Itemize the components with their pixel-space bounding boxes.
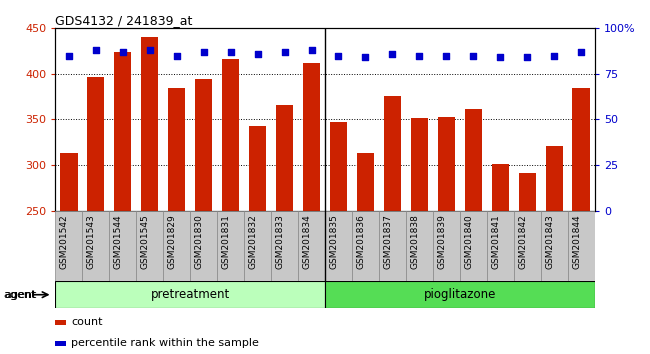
Point (414, 53, 424, 58)
Point (495, 55, 506, 60)
Bar (491, 164, 509, 211)
Point (306, 47, 317, 53)
Point (226, 49, 236, 55)
Point (252, 51, 263, 57)
Text: GSM201839: GSM201839 (437, 214, 447, 269)
Bar (437, 117, 455, 211)
Text: GSM201836: GSM201836 (356, 214, 365, 269)
Bar (55, 281, 325, 308)
Bar (460, 211, 487, 281)
Point (333, 53, 344, 58)
Bar (519, 173, 536, 211)
Bar (541, 211, 568, 281)
Text: GSM201834: GSM201834 (302, 214, 311, 269)
Text: pretreatment: pretreatment (151, 288, 229, 301)
Bar (379, 211, 406, 281)
Text: GSM201843: GSM201843 (545, 214, 554, 269)
Text: percentile rank within the sample: percentile rank within the sample (72, 338, 259, 348)
Bar (55, 341, 66, 346)
Bar (141, 38, 159, 211)
Point (118, 49, 128, 55)
Bar (568, 211, 595, 281)
Text: GSM201838: GSM201838 (410, 214, 419, 269)
Text: GSM201829: GSM201829 (168, 214, 177, 269)
Text: GDS4132 / 241839_at: GDS4132 / 241839_at (55, 14, 192, 27)
Bar (352, 211, 379, 281)
Bar (487, 211, 514, 281)
Bar (87, 76, 105, 211)
Bar (411, 118, 428, 211)
Bar (168, 87, 185, 211)
Text: GSM201842: GSM201842 (518, 214, 527, 269)
Bar (325, 211, 352, 281)
Bar (190, 211, 217, 281)
Text: GSM201844: GSM201844 (572, 214, 581, 269)
Bar (195, 79, 213, 211)
Bar (303, 63, 320, 211)
Text: GSM201831: GSM201831 (222, 214, 231, 269)
Text: GSM201543: GSM201543 (86, 214, 96, 269)
Bar (357, 153, 374, 211)
Point (522, 55, 532, 60)
Bar (433, 211, 460, 281)
Point (198, 49, 209, 55)
Bar (545, 146, 563, 211)
Point (549, 53, 560, 58)
Bar (271, 211, 298, 281)
Text: GSM201542: GSM201542 (60, 214, 69, 269)
Bar (114, 52, 131, 211)
Point (387, 51, 398, 57)
Text: GSM201841: GSM201841 (491, 214, 500, 269)
Bar (249, 126, 266, 211)
Bar (330, 122, 347, 211)
Point (144, 47, 155, 53)
Bar (217, 211, 244, 281)
Text: GSM201832: GSM201832 (248, 214, 257, 269)
Bar (573, 87, 590, 211)
Point (441, 53, 452, 58)
Bar (55, 211, 83, 281)
Text: GSM201544: GSM201544 (114, 214, 123, 269)
Bar (465, 109, 482, 211)
Point (468, 53, 478, 58)
Text: count: count (72, 316, 103, 327)
Text: GSM201545: GSM201545 (140, 214, 150, 269)
Bar (384, 96, 401, 211)
Point (280, 49, 290, 55)
Bar (325, 281, 595, 308)
Bar (222, 59, 239, 211)
Bar (55, 320, 66, 325)
Bar (276, 105, 293, 211)
Text: GSM201837: GSM201837 (384, 214, 393, 269)
Bar (109, 211, 136, 281)
Point (576, 49, 586, 55)
Text: GSM201835: GSM201835 (330, 214, 339, 269)
Point (360, 55, 370, 60)
Point (172, 53, 182, 58)
Text: agent: agent (5, 290, 37, 300)
Point (64, 53, 74, 58)
Text: GSM201840: GSM201840 (464, 214, 473, 269)
Point (90, 47, 101, 53)
Text: GSM201830: GSM201830 (194, 214, 203, 269)
Bar (298, 211, 325, 281)
Bar (82, 211, 109, 281)
Bar (514, 211, 541, 281)
Text: agent: agent (3, 290, 36, 300)
Bar (136, 211, 163, 281)
Bar (244, 211, 271, 281)
Bar (163, 211, 190, 281)
Text: GSM201833: GSM201833 (276, 214, 285, 269)
Bar (406, 211, 433, 281)
Text: pioglitazone: pioglitazone (424, 288, 496, 301)
Bar (60, 153, 77, 211)
